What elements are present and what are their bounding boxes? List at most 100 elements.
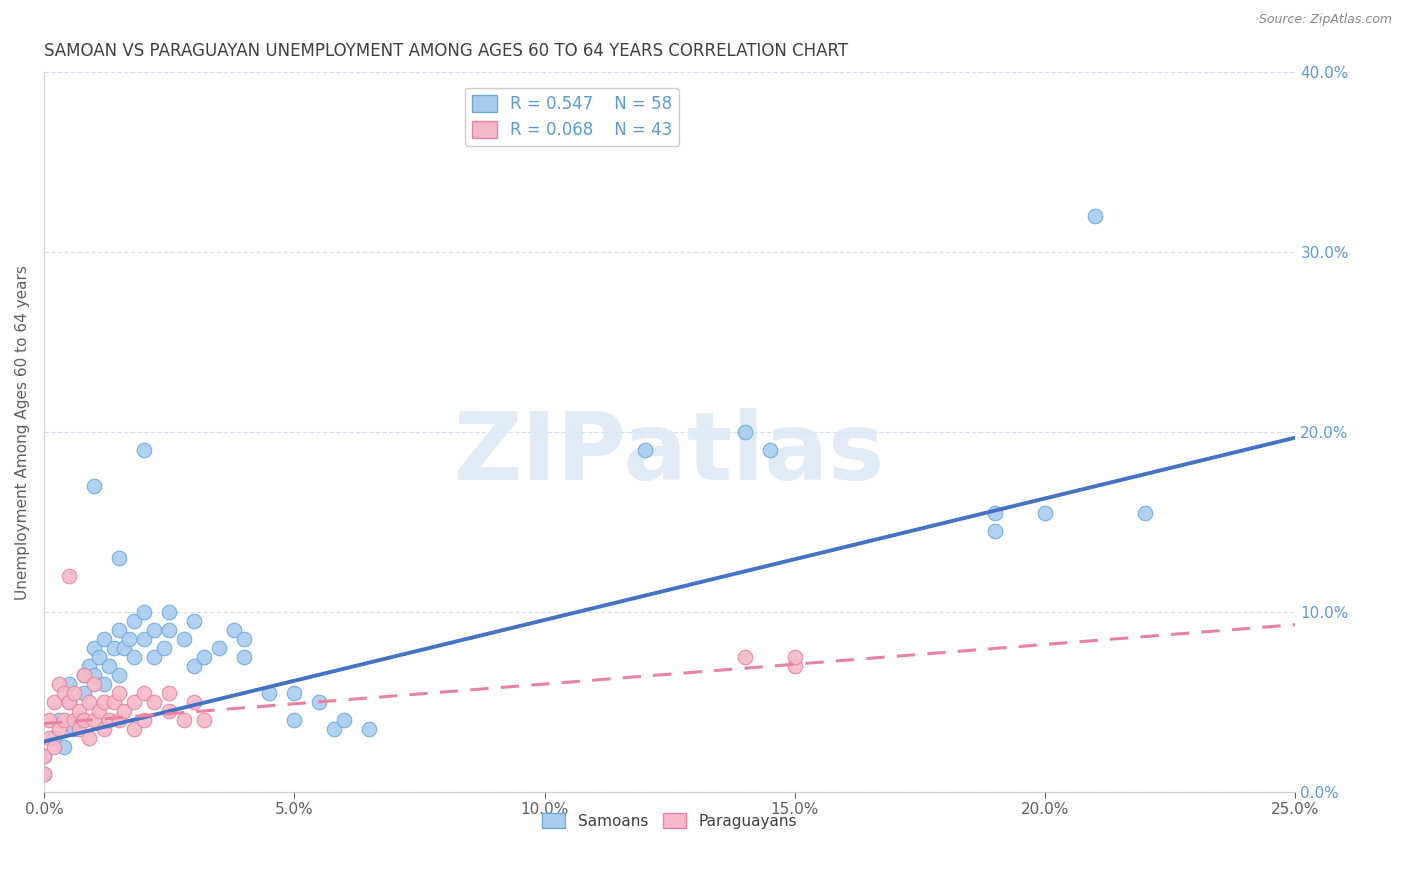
Point [359, 722, 381, 736]
Point [98, 713, 121, 727]
Point [52, 739, 75, 754]
Point [38, 731, 60, 745]
Point [143, 650, 166, 665]
Point [132, 686, 155, 700]
Point [233, 650, 256, 665]
Legend: Samoans, Paraguayans: Samoans, Paraguayans [536, 806, 803, 835]
Point [323, 722, 346, 736]
Point [112, 704, 135, 718]
Point [83, 641, 105, 656]
Point [122, 650, 145, 665]
Point [52, 713, 75, 727]
Point [122, 614, 145, 628]
Point [1084, 210, 1107, 224]
Text: ZIPatlas: ZIPatlas [454, 408, 886, 500]
Point [108, 551, 131, 566]
Point [63, 713, 86, 727]
Point [42, 731, 65, 745]
Point [283, 686, 305, 700]
Point [73, 668, 96, 682]
Point [308, 695, 330, 709]
Point [67, 713, 90, 727]
Point [157, 704, 180, 718]
Point [283, 713, 305, 727]
Point [984, 524, 1007, 538]
Point [48, 713, 70, 727]
Point [1135, 506, 1157, 520]
Point [143, 623, 166, 637]
Point [132, 443, 155, 458]
Point [42, 695, 65, 709]
Point [118, 632, 141, 646]
Point [48, 722, 70, 736]
Point [233, 632, 256, 646]
Point [93, 632, 115, 646]
Point [183, 659, 205, 673]
Point [108, 686, 131, 700]
Point [734, 650, 756, 665]
Point [83, 479, 105, 493]
Point [67, 704, 90, 718]
Point [112, 641, 135, 656]
Point [783, 659, 806, 673]
Point [77, 695, 100, 709]
Point [157, 686, 180, 700]
Text: Source: ZipAtlas.com: Source: ZipAtlas.com [1258, 13, 1392, 27]
Point [103, 695, 125, 709]
Point [32, 749, 55, 764]
Point [183, 695, 205, 709]
Point [783, 650, 806, 665]
Point [87, 650, 110, 665]
Point [759, 443, 782, 458]
Point [42, 739, 65, 754]
Point [734, 425, 756, 440]
Point [208, 641, 231, 656]
Point [67, 722, 90, 736]
Point [83, 713, 105, 727]
Point [122, 722, 145, 736]
Point [108, 713, 131, 727]
Point [77, 731, 100, 745]
Point [98, 659, 121, 673]
Point [73, 668, 96, 682]
Point [108, 668, 131, 682]
Point [153, 641, 176, 656]
Point [193, 713, 215, 727]
Point [1033, 506, 1056, 520]
Point [132, 605, 155, 619]
Point [157, 623, 180, 637]
Point [77, 659, 100, 673]
Point [143, 695, 166, 709]
Text: SAMOAN VS PARAGUAYAN UNEMPLOYMENT AMONG AGES 60 TO 64 YEARS CORRELATION CHART: SAMOAN VS PARAGUAYAN UNEMPLOYMENT AMONG … [44, 42, 848, 60]
Point [32, 749, 55, 764]
Point [108, 623, 131, 637]
Point [87, 704, 110, 718]
Point [32, 767, 55, 781]
Point [193, 650, 215, 665]
Point [48, 677, 70, 691]
Point [63, 722, 86, 736]
Point [83, 677, 105, 691]
Y-axis label: Unemployment Among Ages 60 to 64 years: Unemployment Among Ages 60 to 64 years [15, 265, 30, 599]
Point [132, 713, 155, 727]
Point [58, 695, 80, 709]
Point [32, 767, 55, 781]
Point [63, 686, 86, 700]
Point [257, 686, 280, 700]
Point [103, 641, 125, 656]
Point [132, 632, 155, 646]
Point [173, 713, 195, 727]
Point [333, 713, 356, 727]
Point [73, 713, 96, 727]
Point [52, 686, 75, 700]
Point [93, 695, 115, 709]
Point [984, 506, 1007, 520]
Point [173, 632, 195, 646]
Point [633, 443, 655, 458]
Point [183, 614, 205, 628]
Point [93, 677, 115, 691]
Point [58, 569, 80, 583]
Point [38, 713, 60, 727]
Point [122, 695, 145, 709]
Point [58, 695, 80, 709]
